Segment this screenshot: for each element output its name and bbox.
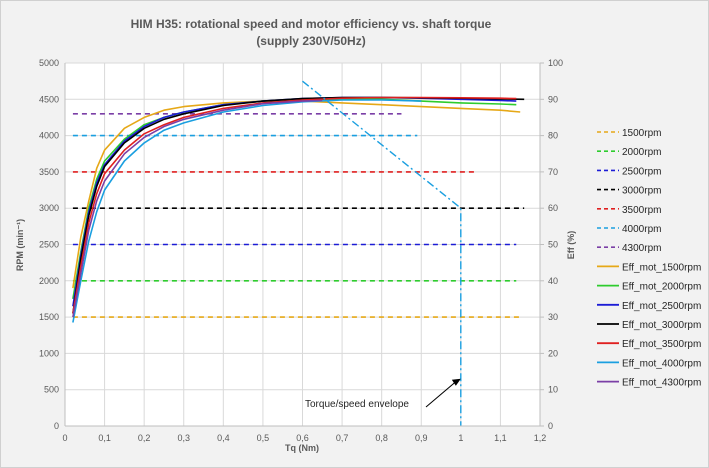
speed-lines (72, 113, 525, 318)
y-right-tick-label: 50 (548, 240, 558, 250)
legend-label-efficiency: Eff_mot_1500rpm (622, 262, 701, 273)
y-axis-right-label: Eff (%) (566, 231, 576, 260)
y-right-tick-label: 0 (548, 421, 553, 431)
chart-title-line2: (supply 230V/50Hz) (256, 34, 365, 48)
chart-title-line1: HIM H35: rotational speed and motor effi… (131, 17, 492, 31)
y-right-tick-label: 10 (548, 385, 558, 395)
annotation-arrow-shaft (425, 380, 458, 408)
x-tick-label: 0,9 (415, 433, 428, 443)
envelope-annotation: Torque/speed envelope (305, 399, 409, 410)
annotation-arrowhead (451, 378, 461, 386)
y-axis-left-label: RPM (min⁻¹) (15, 219, 25, 271)
y-right-tick-label: 30 (548, 312, 558, 322)
legend-label-speed: 1500rpm (622, 128, 661, 139)
y-left-tick-label: 500 (44, 385, 59, 395)
y-left-tick-label: 3500 (39, 167, 59, 177)
x-axis-label: Tq (Nm) (285, 443, 319, 453)
y-left-tick-label: 1500 (39, 312, 59, 322)
efficiency-line-6 (72, 99, 323, 318)
legend-label-speed: 2500rpm (622, 166, 661, 177)
x-tick-label: 0,2 (138, 433, 151, 443)
legend-label-efficiency: Eff_mot_2500rpm (622, 301, 701, 312)
y-left-tick-label: 0 (54, 421, 59, 431)
x-tick-label: 0,8 (375, 433, 388, 443)
y-right-tick-label: 20 (548, 348, 558, 358)
x-tick-label: 0 (62, 433, 67, 443)
x-tick-label: 0,6 (296, 433, 309, 443)
y-left-tick-label: 4500 (39, 94, 59, 104)
y-right-tick-label: 40 (548, 276, 558, 286)
x-tick-label: 1 (458, 433, 463, 443)
x-tick-label: 0,1 (98, 433, 111, 443)
y-left-tick-label: 1000 (39, 348, 59, 358)
legend-label-efficiency: Eff_mot_4300rpm (622, 378, 701, 389)
x-tick-label: 1,2 (534, 433, 547, 443)
efficiency-line-0 (72, 100, 521, 289)
x-tick-label: 0,3 (177, 433, 190, 443)
legend-label-speed: 3000rpm (622, 186, 661, 197)
legend-label-speed: 4000rpm (622, 224, 661, 235)
legend: 1500rpm 2000rpm 2500rpm 3000rpm 3500rpm 4000r… (597, 128, 701, 389)
x-tick-label: 0,7 (336, 433, 349, 443)
y-right-tick-label: 100 (548, 58, 563, 68)
y-left-tick-label: 2000 (39, 276, 59, 286)
y-right-tick-label: 90 (548, 94, 558, 104)
legend-label-speed: 3500rpm (622, 205, 661, 216)
axes: 0500100015002000250030003500400045005000… (39, 58, 563, 443)
torque-speed-envelope: Torque/speed envelope (302, 80, 462, 426)
y-right-tick-label: 60 (548, 203, 558, 213)
y-left-tick-label: 3000 (39, 203, 59, 213)
legend-label-efficiency: Eff_mot_3000rpm (622, 320, 701, 331)
efficiency-line-5 (72, 99, 422, 323)
y-left-tick-label: 5000 (39, 58, 59, 68)
efficiency-line-4 (72, 96, 517, 314)
y-left-tick-label: 2500 (39, 240, 59, 250)
x-tick-label: 1,1 (494, 433, 507, 443)
y-left-tick-label: 4000 (39, 131, 59, 141)
legend-label-efficiency: Eff_mot_2000rpm (622, 282, 701, 293)
legend-label-speed: 4300rpm (622, 243, 661, 254)
efficiency-lines (72, 96, 525, 323)
legend-label-speed: 2000rpm (622, 147, 661, 158)
envelope-line (302, 80, 462, 426)
legend-label-efficiency: Eff_mot_3500rpm (622, 339, 701, 350)
x-tick-label: 0,5 (257, 433, 270, 443)
y-right-tick-label: 80 (548, 131, 558, 141)
x-tick-label: 0,4 (217, 433, 230, 443)
y-right-tick-label: 70 (548, 167, 558, 177)
legend-label-efficiency: Eff_mot_4000rpm (622, 358, 701, 369)
